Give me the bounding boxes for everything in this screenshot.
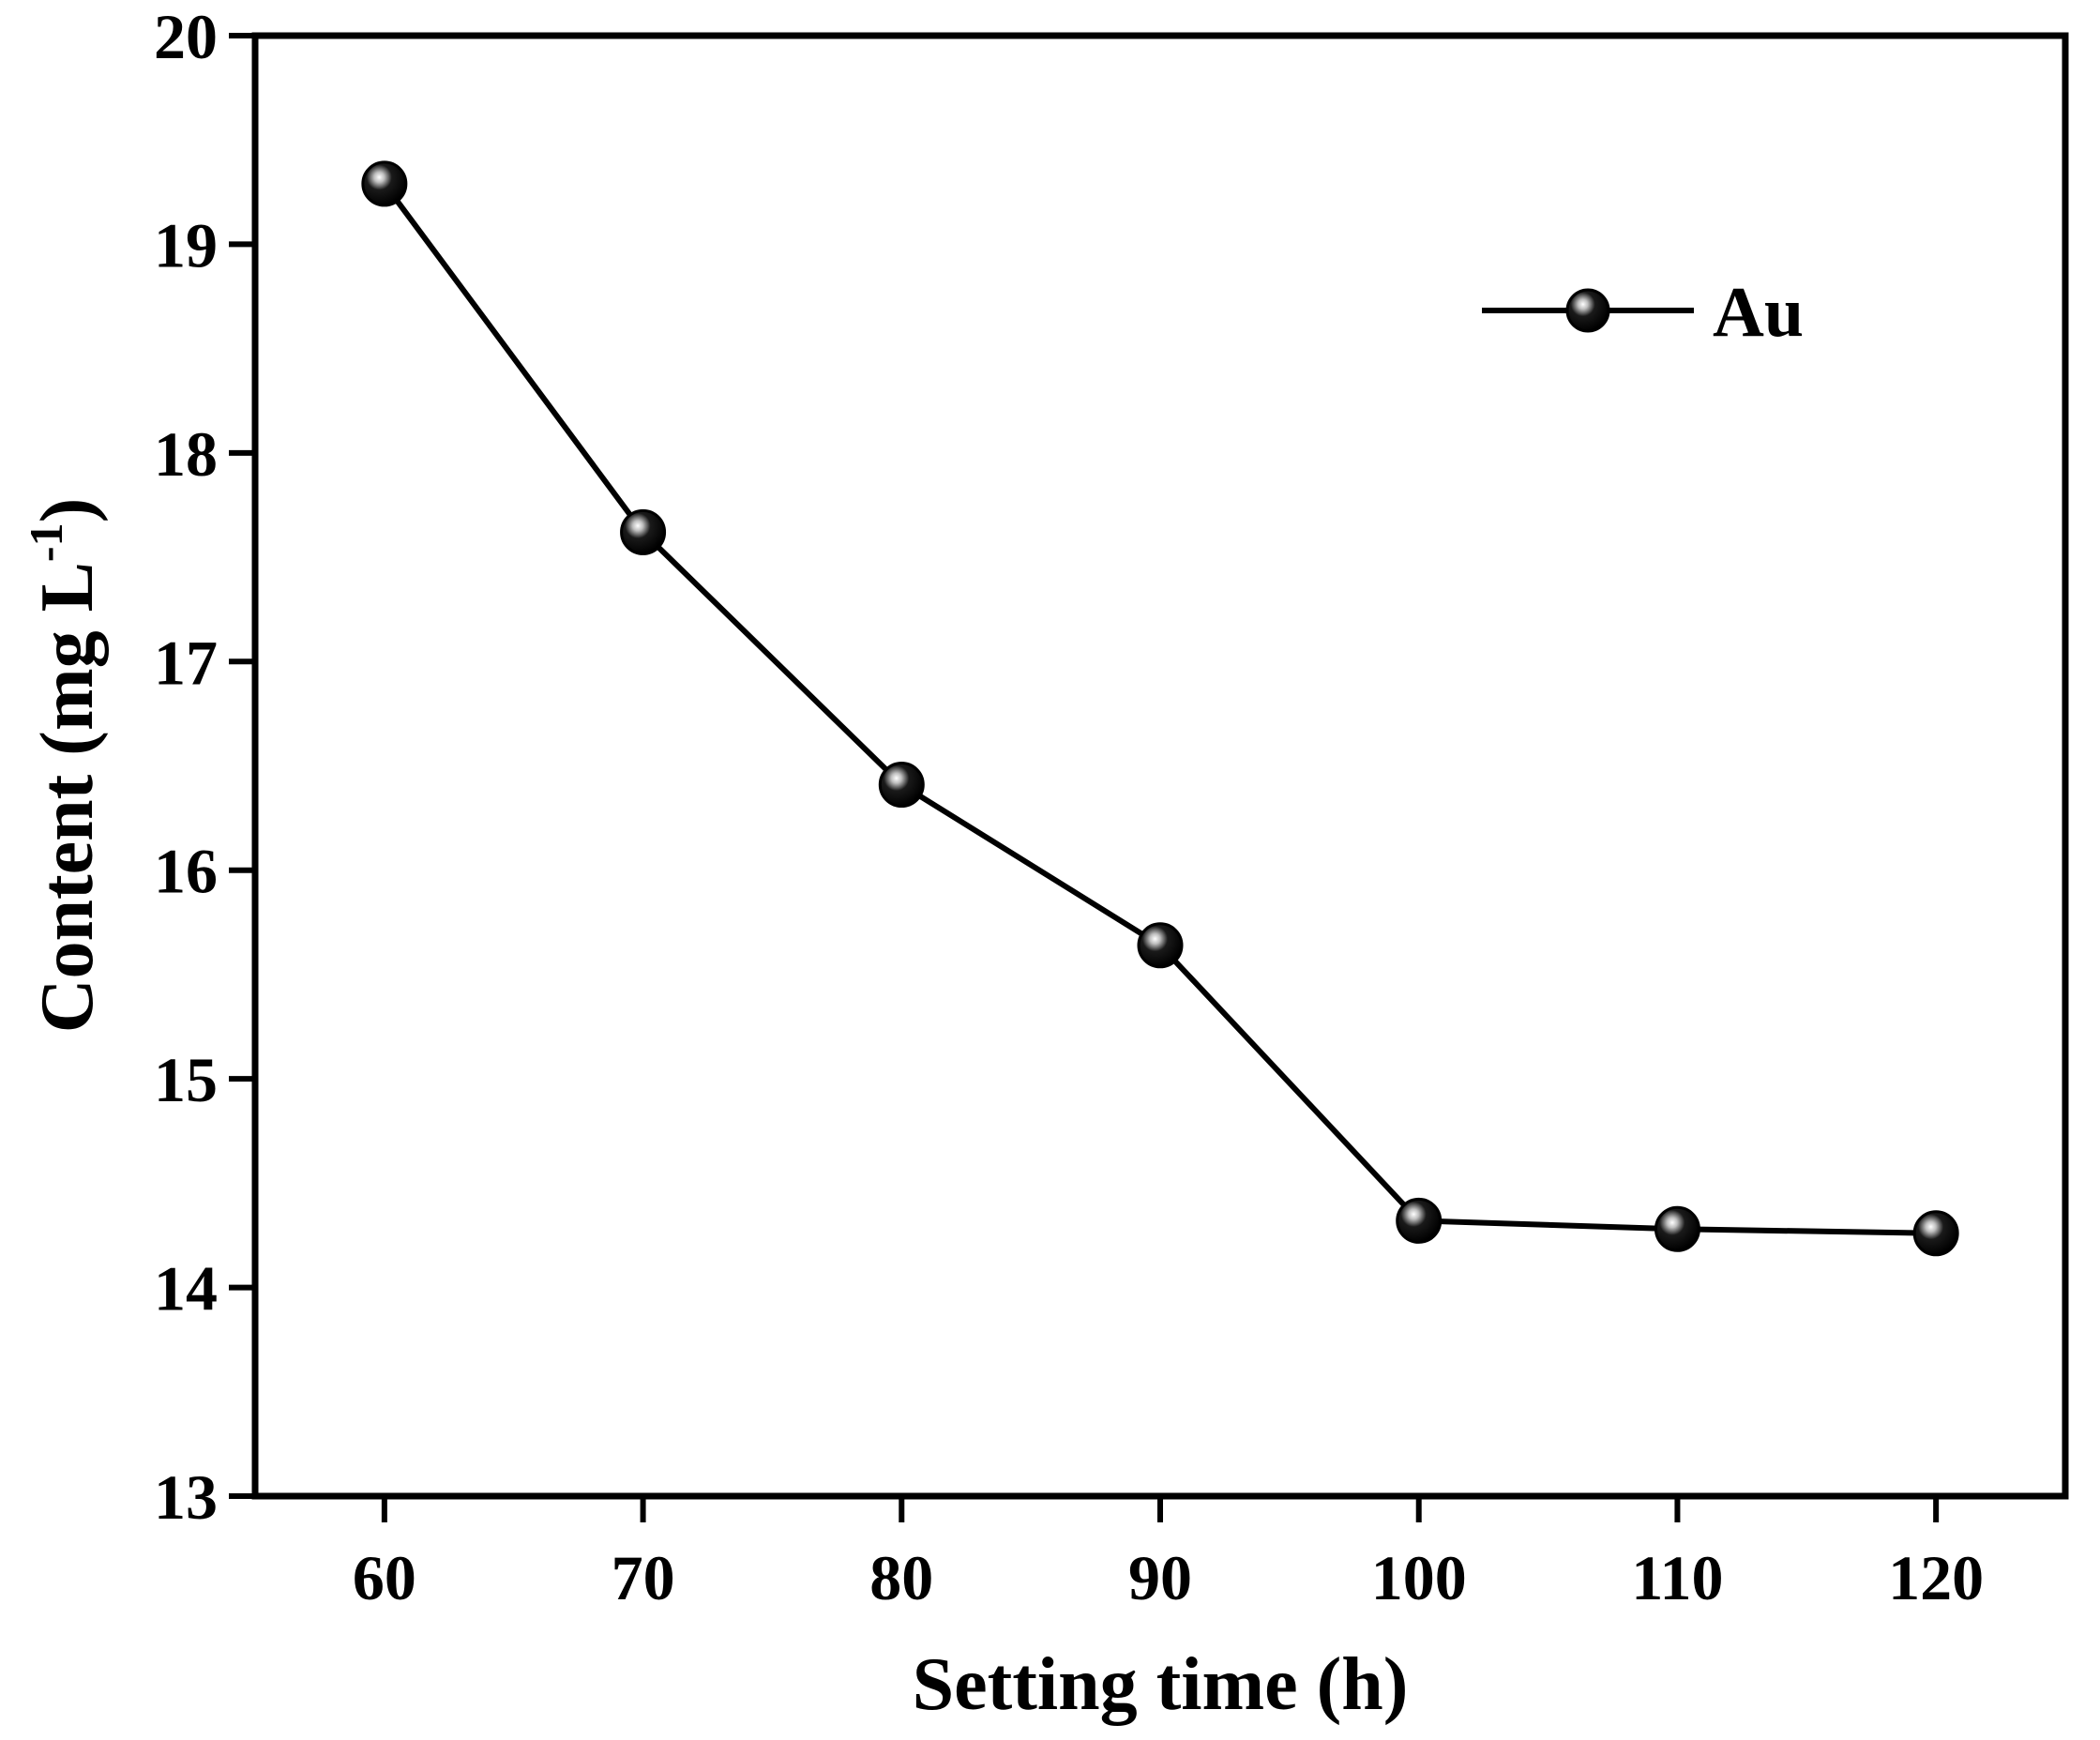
x-axis: 60 70 80 90 100 110 120	[353, 1496, 1984, 1613]
y-axis-title: Content (mg L-1)	[20, 498, 109, 1033]
legend-label: Au	[1713, 273, 1804, 352]
y-tick-label: 15	[154, 1044, 218, 1115]
y-tick-label: 16	[154, 836, 218, 907]
x-tick-label: 120	[1888, 1542, 1984, 1613]
x-tick-label: 70	[612, 1542, 675, 1613]
y-axis-title-superscript: -1	[20, 522, 72, 562]
data-point	[620, 508, 667, 555]
x-tick-label: 80	[869, 1542, 933, 1613]
y-tick-label: 13	[154, 1461, 218, 1533]
data-point	[1396, 1197, 1443, 1244]
plot-frame	[251, 32, 2069, 1500]
x-axis-title: Setting time (h)	[913, 1643, 1409, 1726]
data-point	[1912, 1210, 1959, 1257]
data-point	[1137, 922, 1184, 969]
y-tick-label: 20	[154, 1, 218, 72]
y-tick-label: 19	[154, 209, 218, 280]
series-au	[361, 160, 1959, 1257]
y-tick-label: 17	[154, 627, 218, 698]
y-axis: 13 14 15 16 17 18 19 20	[154, 1, 255, 1533]
y-tick-label: 14	[154, 1253, 218, 1324]
y-axis-title-suffix: )	[26, 498, 109, 523]
series-line	[382, 182, 1937, 1236]
data-point	[878, 762, 925, 809]
legend-marker	[1565, 288, 1610, 333]
y-axis-title-main: Content (mg L	[26, 562, 109, 1033]
data-point	[361, 160, 408, 207]
x-tick-label: 60	[353, 1542, 416, 1613]
data-point	[1654, 1205, 1700, 1252]
x-tick-label: 110	[1631, 1542, 1723, 1613]
x-tick-label: 90	[1128, 1542, 1192, 1613]
y-tick-label: 18	[154, 418, 218, 490]
legend: Au	[1482, 273, 1804, 352]
x-tick-label: 100	[1371, 1542, 1467, 1613]
